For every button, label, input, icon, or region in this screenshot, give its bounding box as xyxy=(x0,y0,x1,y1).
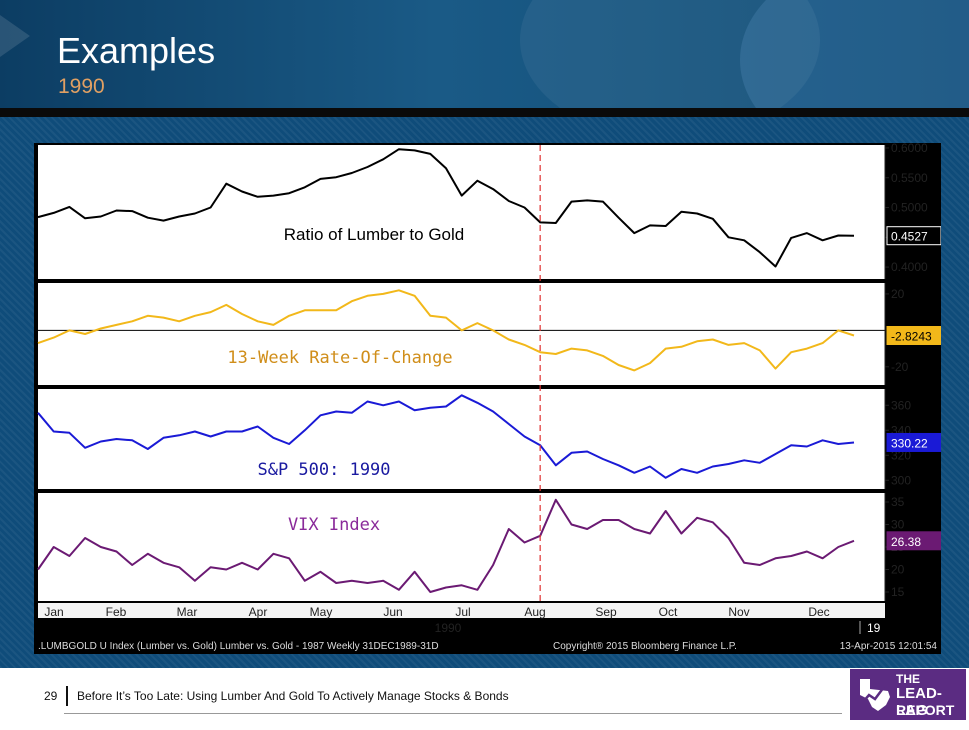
copyright-text: Copyright® 2015 Bloomberg Finance L.P. xyxy=(553,641,737,652)
panel-background xyxy=(38,389,885,489)
x-tick-label: Apr xyxy=(249,605,268,619)
footer-separator xyxy=(66,686,68,706)
x-tick-label: Aug xyxy=(524,605,545,619)
last-value-badge xyxy=(886,326,941,346)
logo-line-3: REPORT xyxy=(896,702,955,718)
last-value-badge xyxy=(886,531,941,551)
x-tick-label: Oct xyxy=(659,605,678,619)
logo-line-2: LEAD-LAG xyxy=(896,685,942,719)
header-arrow-decoration xyxy=(0,8,30,64)
x-tick-label: Jan xyxy=(44,605,63,619)
y-tick-label: 15 xyxy=(891,585,905,599)
footer-text: Before It’s Too Late: Using Lumber And G… xyxy=(77,689,509,703)
x-tick-label: Jul xyxy=(455,605,470,619)
series-label: 13-Week Rate-Of-Change xyxy=(227,348,452,368)
last-value-label: 0.4527 xyxy=(891,230,928,244)
panel-background xyxy=(38,283,885,385)
x-tick-label: Feb xyxy=(106,605,127,619)
timestamp-text: 13-Apr-2015 12:01:54 xyxy=(840,641,938,652)
source-text: .LUMBGOLD U Index (Lumber vs. Gold) Lumb… xyxy=(38,641,439,652)
header-decoration xyxy=(740,0,969,108)
slide-subtitle: 1990 xyxy=(58,75,105,98)
y-tick-label: 0.6000 xyxy=(891,143,928,155)
y-tick-label: 35 xyxy=(891,495,905,509)
series-label: VIX Index xyxy=(288,515,380,535)
panel-background xyxy=(38,493,885,601)
header-decoration xyxy=(520,0,820,108)
y-tick-label: 20 xyxy=(891,563,905,577)
y-tick-label: 30 xyxy=(891,518,905,532)
x-tick-label: May xyxy=(310,605,333,619)
x-tick-label: Sep xyxy=(595,605,617,619)
slide-header: Examples 1990 xyxy=(0,0,969,108)
logo-line-1: THE xyxy=(896,672,920,686)
y-tick-label: 360 xyxy=(891,398,911,412)
header-divider xyxy=(0,108,969,117)
texas-logo-icon xyxy=(860,679,890,711)
page-number: 29 xyxy=(44,689,58,703)
y-tick-label: 300 xyxy=(891,473,911,487)
x-tick-label: Jun xyxy=(383,605,402,619)
last-value-badge xyxy=(886,432,941,452)
last-value-label: 330.22 xyxy=(891,436,928,450)
series-line xyxy=(37,148,855,268)
series-line xyxy=(37,498,855,593)
series-line xyxy=(37,289,855,372)
last-value-badge xyxy=(886,226,941,246)
y-tick-label: -20 xyxy=(891,360,909,374)
y-tick-label: 0.4000 xyxy=(891,260,928,274)
x-year-end-label: 19 xyxy=(867,621,881,635)
y-tick-label: 0.5000 xyxy=(891,201,928,215)
y-tick-label: 20 xyxy=(891,287,905,301)
y-tick-label: 0.5500 xyxy=(891,171,928,185)
lead-lag-report-logo: THE LEAD-LAG REPORT xyxy=(850,669,966,720)
x-tick-label: Mar xyxy=(177,605,198,619)
panel-background xyxy=(38,145,885,279)
last-value-label: -2.8243 xyxy=(891,330,932,344)
x-tick-label: Nov xyxy=(728,605,749,619)
series-label: S&P 500: 1990 xyxy=(257,460,390,480)
x-tick-label: Dec xyxy=(808,605,829,619)
slide-title: Examples xyxy=(57,30,216,71)
last-value-label: 26.38 xyxy=(891,535,921,549)
series-label: Ratio of Lumber to Gold xyxy=(284,225,464,244)
x-year-label: 1990 xyxy=(435,621,462,635)
series-line xyxy=(37,394,855,479)
footer-rule xyxy=(64,713,842,714)
month-axis-strip xyxy=(38,603,885,618)
